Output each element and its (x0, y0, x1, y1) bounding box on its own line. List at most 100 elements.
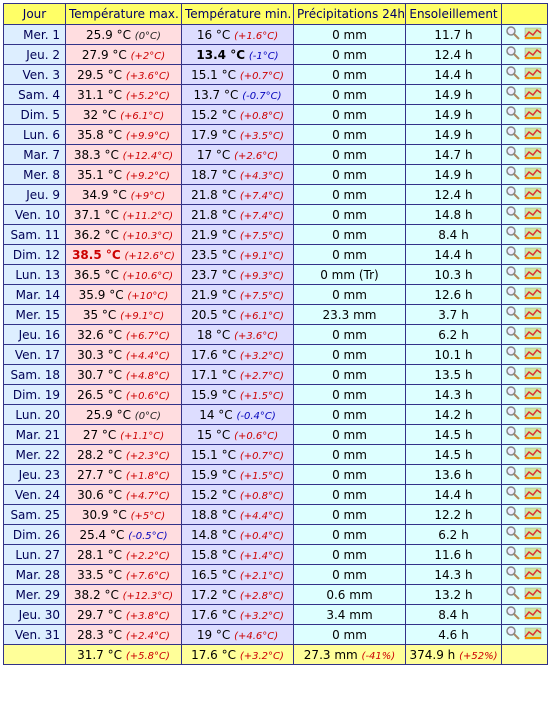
day-row: Jeu. 23 27.7 °C (+1.8°C) 15.9 °C (+1.5°C) 0… (3, 464, 548, 485)
day: Mer. 15 (3, 304, 66, 325)
anomaly: (+5.8°C) (125, 650, 170, 662)
value: 14 °C (199, 407, 233, 422)
value: 25.9 °C (86, 27, 131, 42)
icons[interactable] (505, 65, 545, 81)
icons[interactable] (505, 585, 545, 601)
value: 36.5 °C (73, 267, 119, 282)
icons[interactable] (505, 505, 545, 521)
header-cell: Température max. (65, 3, 182, 25)
tmin: 17.2 °C (+2.8°C) (181, 584, 294, 605)
precipitation: 0 mm (Tr) (293, 264, 406, 285)
anomaly: (+6.7°C) (125, 330, 170, 342)
day: Ven. 10 (3, 204, 66, 225)
icons[interactable] (505, 525, 545, 541)
icons[interactable] (505, 25, 545, 41)
icons[interactable] (505, 245, 545, 261)
day: Lun. 20 (3, 404, 66, 425)
anomaly: (+0.7°C) (239, 450, 284, 462)
icons[interactable] (505, 225, 545, 241)
sunshine: 14.4 h (405, 244, 502, 265)
icons[interactable] (505, 45, 545, 61)
value: 16.5 °C (191, 567, 236, 582)
icons[interactable] (505, 345, 545, 361)
icons[interactable] (505, 365, 545, 381)
icons[interactable] (505, 405, 545, 421)
icons[interactable] (505, 605, 545, 621)
precipitation: 0 mm (293, 424, 406, 445)
icons[interactable] (505, 125, 545, 141)
icons[interactable] (505, 165, 545, 181)
icon-cell (501, 104, 548, 125)
anomaly: (+7.5°C) (239, 290, 284, 302)
precipitation: 0 mm (293, 104, 406, 125)
precipitation: 0 mm (293, 484, 406, 505)
value: 27 °C (82, 427, 117, 442)
day-row: Sam. 18 30.7 °C (+4.8°C) 17.1 °C (+2.7°C) 0… (3, 364, 548, 385)
value: 30.3 °C (77, 347, 122, 362)
icons[interactable] (505, 285, 545, 301)
icons[interactable] (505, 145, 545, 161)
day-row: Ven. 3 29.5 °C (+3.6°C) 15.1 °C (+0.7°C) 0 … (3, 64, 548, 85)
value: 30.7 °C (77, 367, 122, 382)
icons[interactable] (505, 565, 545, 581)
anomaly: (+1.5°C) (239, 470, 284, 482)
icons[interactable] (505, 545, 545, 561)
value: 17 °C (196, 147, 231, 162)
value: 15.8 °C (191, 547, 236, 562)
tmax: 25.9 °C (0°C) (65, 404, 182, 425)
icons[interactable] (505, 305, 545, 321)
footer-cell (3, 644, 66, 665)
icons[interactable] (505, 445, 545, 461)
value: 35.9 °C (78, 287, 124, 302)
anomaly: (+1.6°C) (234, 30, 279, 42)
anomaly: (+4.7°C) (125, 490, 170, 502)
day-row: Mar. 14 35.9 °C (+10°C) 21.9 °C (+7.5°C) 0 … (3, 284, 548, 305)
sunshine: 8.4 h (405, 224, 502, 245)
day-row: Jeu. 2 27.9 °C (+2°C) 13.4 °C (-1°C) 0 mm 12… (3, 44, 548, 65)
icon-cell (501, 404, 548, 425)
sunshine: 8.4 h (405, 604, 502, 625)
day-row: Mar. 28 33.5 °C (+7.6°C) 16.5 °C (+2.1°C) 0… (3, 564, 548, 585)
day: Jeu. 9 (3, 184, 66, 205)
value: 30.9 °C (81, 507, 127, 522)
anomaly: (+4.4°C) (125, 350, 170, 362)
sunshine: 14.7 h (405, 144, 502, 165)
tmax: 25.9 °C (0°C) (65, 24, 182, 45)
anomaly: (-41%) (361, 650, 396, 662)
day-row: Dim. 19 26.5 °C (+0.6°C) 15.9 °C (+1.5°C) 0… (3, 384, 548, 405)
anomaly: (+2.3°C) (125, 450, 170, 462)
day: Lun. 27 (3, 544, 66, 565)
sunshine: 14.5 h (405, 424, 502, 445)
page: {"table":{"header":["Jour","Température … (0, 3, 550, 705)
day: Dim. 12 (3, 244, 66, 265)
icons[interactable] (505, 185, 545, 201)
sunshine: 14.9 h (405, 84, 502, 105)
icon-cell (501, 164, 548, 185)
icons[interactable] (505, 485, 545, 501)
value: 23.7 °C (191, 267, 236, 282)
icons[interactable] (505, 265, 545, 281)
icons[interactable] (505, 85, 545, 101)
icons[interactable] (505, 425, 545, 441)
sunshine: 6.2 h (405, 324, 502, 345)
icons[interactable] (505, 105, 545, 121)
value: 15.2 °C (191, 487, 236, 502)
icons[interactable] (505, 325, 545, 341)
anomaly: (+7.6°C) (125, 570, 170, 582)
icons[interactable] (505, 385, 545, 401)
icons[interactable] (505, 625, 545, 641)
tmax: 29.5 °C (+3.6°C) (65, 64, 182, 85)
sunshine: 14.3 h (405, 384, 502, 405)
value: 32 °C (82, 107, 117, 122)
anomaly: (+3.8°C) (125, 610, 170, 622)
tmax: 30.3 °C (+4.4°C) (65, 344, 182, 365)
sunshine: 14.9 h (405, 104, 502, 125)
tmax: 31.1 °C (+5.2°C) (65, 84, 182, 105)
precipitation: 0 mm (293, 364, 406, 385)
anomaly: (+3.6°C) (125, 70, 170, 82)
icons[interactable] (505, 205, 545, 221)
anomaly: (+3.2°C) (239, 610, 284, 622)
anomaly: (+2.4°C) (125, 630, 170, 642)
icons[interactable] (505, 465, 545, 481)
sunshine: 12.4 h (405, 44, 502, 65)
